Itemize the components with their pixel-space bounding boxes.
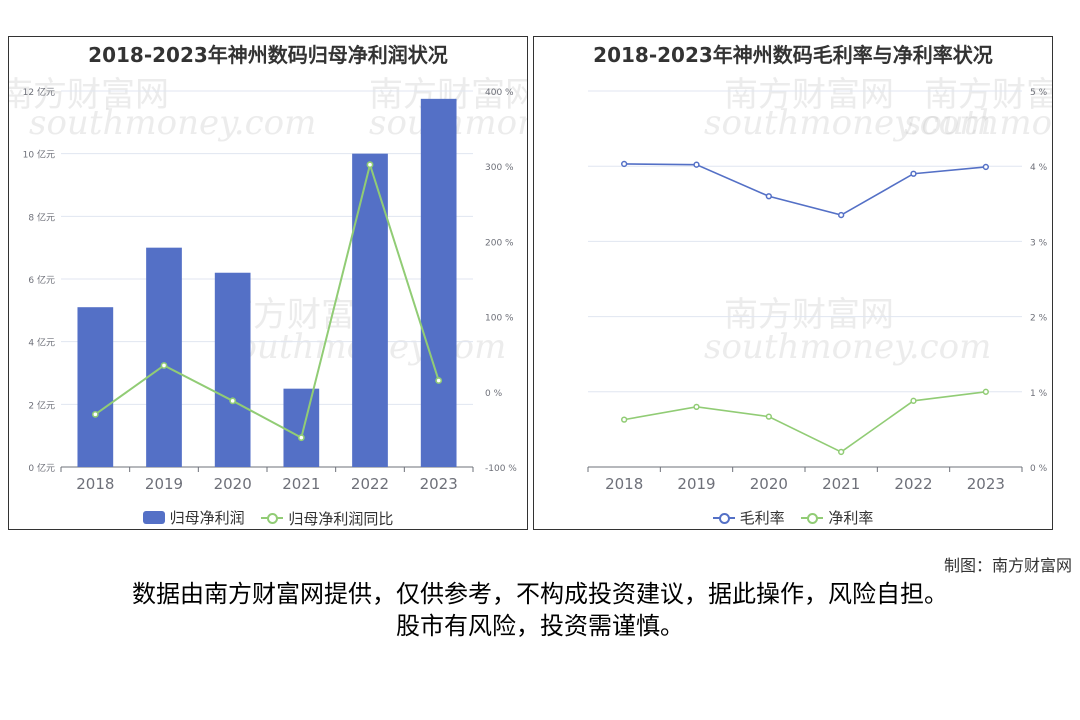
point-yoy [366, 161, 374, 169]
legend-label: 归母净利润同比 [288, 509, 394, 528]
point-net-margin [982, 388, 989, 395]
y-right-tick-label: 2 % [1030, 314, 1048, 324]
point-net-margin [693, 403, 700, 410]
point-gross-margin [765, 193, 772, 200]
x-tick-label: 2022 [894, 475, 932, 493]
x-tick-label: 2022 [351, 475, 389, 493]
series-line-gross-margin [624, 163, 986, 216]
y-right-tick-label: 0 % [485, 389, 503, 399]
point-yoy [229, 397, 237, 405]
y-right-tick-label: 1 % [1030, 389, 1048, 399]
disclaimer-line: 股市有风险，投资需谨慎。 [396, 612, 684, 640]
bar-net-profit [352, 153, 388, 467]
profit-chart-canvas: 0 亿元 2 亿元 4 亿元 6 亿元 8 亿元 10 亿元 12 亿元 -100 % 0 % 1… [23, 86, 518, 493]
point-net-margin [838, 448, 845, 456]
chart-legend: 毛利率 净利率 [534, 507, 1052, 528]
bar-net-profit [283, 388, 320, 467]
series-line-net-margin [624, 391, 986, 453]
x-tick-label: 2018 [605, 475, 643, 493]
y-right-tick-label: 200 % [485, 238, 514, 248]
y-right-tick-label: 0 % [1030, 464, 1048, 474]
x-tick-label: 2020 [750, 475, 788, 493]
legend-item-net-profit-yoy[interactable]: 归母净利润同比 [261, 508, 393, 529]
point-net-margin [765, 413, 772, 420]
legend-line-swatch [261, 512, 284, 524]
x-tick-label: 2018 [76, 475, 114, 493]
bar-net-profit [420, 98, 457, 468]
y-right-tick-label: 300 % [485, 163, 514, 173]
chart-legend: 归母净利润 归母净利润同比 [9, 507, 527, 529]
margin-chart-canvas: 0 % 1 % 2 % 3 % 4 % 5 % 2018 2019 2020 2021 2022 20… [587, 88, 1048, 493]
bar-net-profit [77, 307, 114, 467]
y-right-tick-label: 5 % [1030, 88, 1048, 98]
point-yoy [435, 377, 443, 384]
point-gross-margin [838, 211, 845, 219]
point-gross-margin [910, 170, 917, 177]
point-gross-margin [693, 161, 700, 168]
point-yoy [297, 434, 305, 442]
legend-item-net-margin[interactable]: 净利率 [801, 507, 873, 528]
disclaimer-line: 数据由南方财富网提供，仅供参考，不构成投资建议，据此操作，风险自担。 [132, 580, 948, 608]
x-tick-label: 2023 [420, 475, 458, 493]
point-gross-margin [982, 163, 989, 171]
legend-bar-swatch [142, 511, 165, 524]
y-right-tick-label: 3 % [1030, 238, 1048, 248]
legend-item-net-profit[interactable]: 归母净利润 [142, 507, 245, 528]
x-tick-label: 2019 [677, 475, 715, 493]
y-left-tick-label: 6 亿元 [28, 274, 55, 286]
chart-panel-margins: 南方财富网 southmoney.com 南方财富网 southmoney.co… [533, 36, 1053, 530]
chart-panel-profit: 南方财富网 southmoney.com 南方财富网 southmoney.co… [8, 36, 528, 530]
bar-net-profit [214, 272, 251, 467]
y-left-tick-label: 12 亿元 [23, 86, 55, 98]
series-line-yoy [94, 161, 440, 440]
y-left-tick-label: 10 亿元 [23, 149, 55, 161]
legend-label: 归母净利润 [169, 509, 245, 527]
legend-line-swatch [801, 512, 824, 524]
point-yoy [91, 410, 99, 418]
y-right-tick-label: 4 % [1030, 163, 1048, 173]
y-left-tick-label: 2 亿元 [28, 399, 55, 411]
point-net-margin [910, 397, 917, 404]
point-gross-margin [621, 160, 628, 168]
point-net-margin [621, 416, 628, 423]
y-left-tick-label: 8 亿元 [28, 211, 55, 223]
y-right-tick-label: -100 % [485, 464, 517, 474]
point-yoy [160, 362, 168, 369]
x-tick-label: 2021 [282, 475, 320, 493]
bar-net-profit [146, 247, 182, 467]
chart-title: 2018-2023年神州数码归母净利润状况 [88, 43, 448, 67]
x-tick-label: 2019 [145, 475, 183, 493]
legend-label: 毛利率 [739, 509, 785, 527]
legend-item-gross-margin[interactable]: 毛利率 [712, 507, 785, 528]
y-right-tick-label: 100 % [485, 314, 514, 324]
x-tick-label: 2023 [967, 475, 1005, 493]
y-left-tick-label: 0 亿元 [28, 462, 55, 474]
y-left-tick-label: 4 亿元 [28, 337, 55, 349]
x-tick-label: 2020 [214, 475, 252, 493]
y-right-tick-label: 400 % [485, 88, 514, 98]
legend-label: 净利率 [828, 509, 874, 527]
chart-title: 2018-2023年神州数码毛利率与净利率状况 [593, 43, 993, 67]
legend-line-swatch [712, 512, 735, 524]
disclaimer: 数据由南方财富网提供，仅供参考，不构成投资建议，据此操作，风险自担。 股市有风险… [0, 578, 1080, 642]
x-tick-label: 2021 [822, 475, 860, 493]
chart-credit: 制图：南方财富网 [943, 556, 1072, 575]
